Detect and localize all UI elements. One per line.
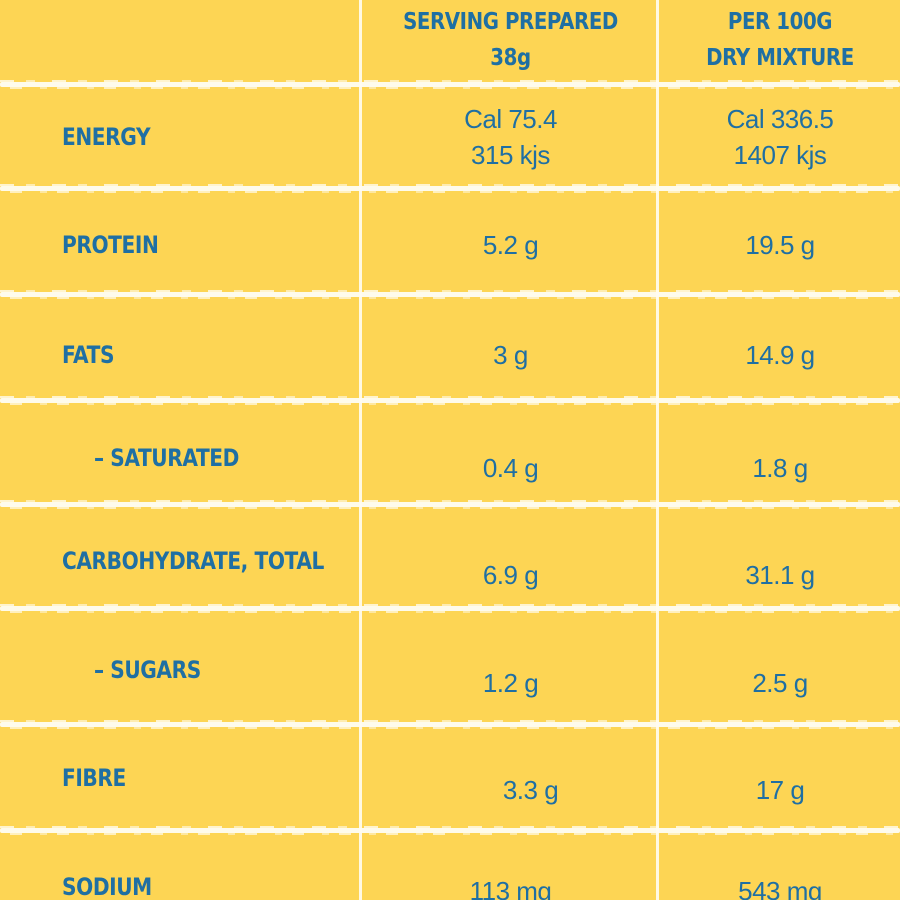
header-serving-line2: 38g <box>490 45 531 71</box>
serving-value: 1.2 g <box>363 611 658 729</box>
serving-value: 3 g <box>363 297 658 413</box>
serving-value-line: 3.3 g <box>502 774 559 805</box>
serving-value-line: 113 mg <box>469 876 552 900</box>
per100-value: 2.5 g <box>660 611 900 729</box>
serving-value-line: 315 kjs <box>471 139 550 170</box>
row-label: CARBOHYDRATE, TOTAL <box>62 547 324 575</box>
table-row-saturated: – SATURATED 0.4 g 1.8 g <box>0 403 900 513</box>
header-serving-prepared: SERVING PREPARED 38g <box>384 0 638 80</box>
serving-value-line: 5.2 g <box>482 230 539 260</box>
row-divider <box>0 604 900 613</box>
per100-value-line: 1407 kjs <box>733 139 827 170</box>
row-divider <box>0 826 900 835</box>
row-label: SODIUM <box>62 873 152 900</box>
per100-value-line: 2.5 g <box>752 668 808 698</box>
row-label: – SUGARS <box>94 656 201 684</box>
row-divider <box>0 80 900 89</box>
row-label: FIBRE <box>62 763 126 792</box>
per100-value: 543 mg <box>660 873 900 900</box>
row-divider <box>0 720 900 729</box>
row-divider <box>0 290 900 299</box>
row-label: ENERGY <box>62 122 151 151</box>
serving-value-line: Cal 75.4 <box>464 103 557 134</box>
per100-value-line: 1.8 g <box>752 453 808 483</box>
serving-value: 6.9 g <box>363 507 658 615</box>
per100-value: 14.9 g <box>660 297 900 413</box>
per100-value-line: 543 mg <box>738 876 822 900</box>
column-divider-1 <box>359 0 362 900</box>
per100-value-line: 17 g <box>755 774 805 805</box>
table-row-energy: ENERGY Cal 75.4 315 kjs Cal 336.5 1407 k… <box>0 87 900 186</box>
table-row-sodium: SODIUM 113 mg 543 mg <box>0 833 900 900</box>
serving-value-line: 6.9 g <box>482 560 539 590</box>
row-divider <box>0 500 900 509</box>
column-divider-2 <box>656 0 659 900</box>
row-label: PROTEIN <box>62 231 159 259</box>
header-serving-line1: SERVING PREPARED <box>403 9 618 35</box>
row-divider <box>0 184 900 193</box>
per100-value-line: 19.5 g <box>745 230 815 260</box>
serving-value-line: 3 g <box>493 340 528 370</box>
per100-value: Cal 336.5 1407 kjs <box>660 87 900 186</box>
per100-value: 31.1 g <box>660 507 900 615</box>
table-row-sugars: – SUGARS 1.2 g 2.5 g <box>0 611 900 729</box>
per100-value: 19.5 g <box>660 191 900 299</box>
per100-value: 1.8 g <box>660 403 900 513</box>
table-row-fibre: FIBRE 3.3 g 17 g <box>0 727 900 828</box>
header-per-100g: PER 100G DRY MIXTURE <box>677 0 883 80</box>
per100-value: 17 g <box>660 727 900 828</box>
row-divider <box>0 396 900 405</box>
per100-value-line: 31.1 g <box>745 560 815 590</box>
serving-value: Cal 75.4 315 kjs <box>363 87 658 186</box>
table-row-fats: FATS 3 g 14.9 g <box>0 297 900 413</box>
header-per100-line2: DRY MIXTURE <box>706 45 854 71</box>
row-label: FATS <box>62 341 115 369</box>
table-row-protein: PROTEIN 5.2 g 19.5 g <box>0 191 900 299</box>
per100-value-line: 14.9 g <box>745 340 815 370</box>
serving-value: 3.3 g <box>363 727 658 828</box>
serving-value: 5.2 g <box>363 191 658 299</box>
header-per100-line1: PER 100G <box>727 9 833 35</box>
serving-value: 113 mg <box>363 873 658 900</box>
row-label: – SATURATED <box>94 444 239 472</box>
per100-value-line: Cal 336.5 <box>726 103 834 134</box>
serving-value-line: 0.4 g <box>482 453 539 483</box>
table-row-carbohydrate: CARBOHYDRATE, TOTAL 6.9 g 31.1 g <box>0 507 900 615</box>
serving-value-line: 1.2 g <box>482 668 539 698</box>
serving-value: 0.4 g <box>363 403 658 513</box>
